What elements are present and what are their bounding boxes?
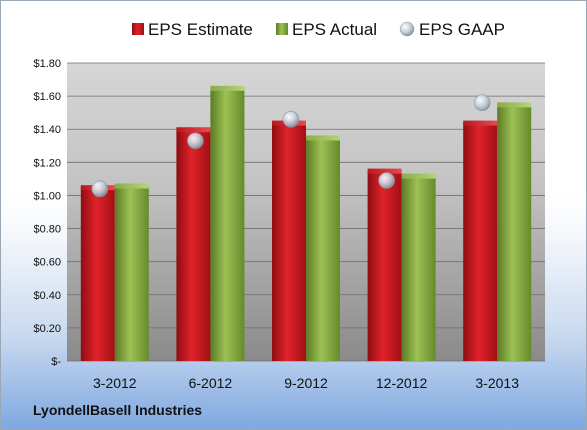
bar-eps-actual bbox=[210, 87, 245, 361]
y-tick-label: $- bbox=[51, 356, 61, 368]
bar-eps-estimate-top bbox=[367, 168, 402, 174]
gaap-points bbox=[91, 94, 491, 198]
bar-eps-actual-top bbox=[401, 173, 436, 179]
legend-label-gaap: EPS GAAP bbox=[419, 20, 505, 39]
legend-swatch-actual bbox=[276, 23, 288, 35]
bar-eps-estimate-top bbox=[176, 127, 211, 133]
y-tick-label: $1.80 bbox=[33, 58, 61, 70]
bar-eps-actual bbox=[306, 137, 340, 361]
x-tick-label: 3-2013 bbox=[475, 375, 519, 391]
bar-eps-actual-top bbox=[306, 135, 340, 141]
bar-eps-actual-top bbox=[497, 102, 532, 108]
point-eps-gaap bbox=[473, 94, 491, 112]
point-eps-gaap bbox=[187, 132, 204, 150]
x-tick-label: 6-2012 bbox=[189, 375, 233, 391]
bar-eps-estimate bbox=[272, 122, 306, 361]
x-axis-ticks: 3-2012 6-2012 9-2012 12-2012 3-2013 bbox=[93, 375, 519, 391]
legend-swatch-estimate bbox=[132, 23, 144, 35]
company-name: LyondellBasell Industries bbox=[33, 402, 203, 418]
bar-eps-actual bbox=[401, 175, 436, 361]
legend: EPS Estimate EPS Actual EPS GAAP bbox=[132, 20, 505, 39]
point-eps-gaap bbox=[91, 180, 109, 198]
bar-eps-estimate bbox=[367, 170, 402, 361]
legend-label-actual: EPS Actual bbox=[292, 20, 377, 39]
y-axis-ticks: $- $0.20 $0.40 $0.60 $0.80 $1.00 $1.20 $1.40 $1.… bbox=[33, 58, 61, 368]
point-eps-gaap bbox=[378, 172, 395, 189]
bar-eps-estimate bbox=[80, 187, 115, 361]
y-tick-label: $1.60 bbox=[33, 91, 61, 103]
point-eps-gaap bbox=[282, 110, 300, 128]
bar-eps-actual-top bbox=[210, 85, 245, 91]
x-tick-label: 12-2012 bbox=[376, 375, 428, 391]
y-tick-label: $1.20 bbox=[33, 157, 61, 169]
bar-eps-actual-top bbox=[114, 183, 149, 189]
bar-eps-actual bbox=[497, 104, 532, 361]
y-tick-label: $0.60 bbox=[33, 257, 61, 269]
bar-eps-actual bbox=[114, 185, 149, 361]
legend-label-estimate: EPS Estimate bbox=[148, 20, 253, 39]
legend-marker-gaap bbox=[399, 21, 415, 37]
bar-eps-estimate bbox=[176, 129, 211, 361]
y-tick-label: $1.40 bbox=[33, 124, 61, 136]
bar-eps-estimate-top bbox=[463, 120, 498, 126]
bar-eps-estimate bbox=[463, 122, 498, 361]
y-tick-label: $0.40 bbox=[33, 290, 61, 302]
bars bbox=[80, 85, 532, 361]
x-tick-label: 9-2012 bbox=[284, 375, 328, 391]
x-tick-label: 3-2012 bbox=[93, 375, 137, 391]
y-tick-label: $0.20 bbox=[33, 323, 61, 335]
y-tick-label: $1.00 bbox=[33, 190, 61, 202]
y-tick-label: $0.80 bbox=[33, 224, 61, 236]
